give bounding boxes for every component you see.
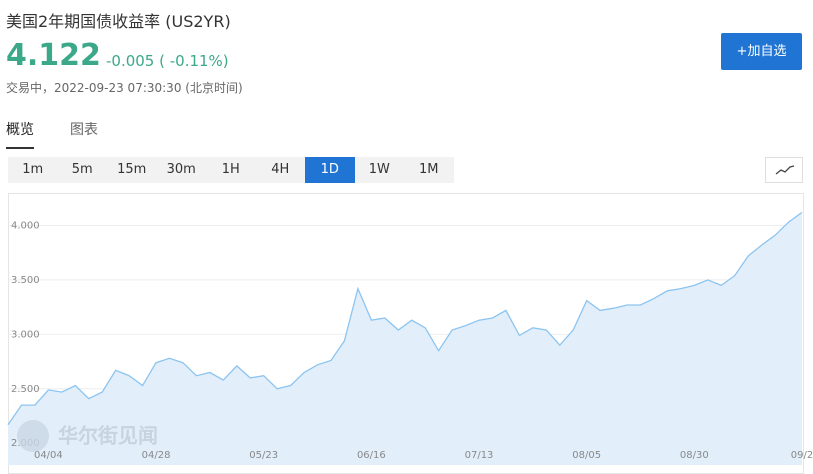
period-button[interactable]: 1m: [22, 162, 44, 177]
icon: [775, 165, 795, 175]
x-tick-label: 09/2: [791, 450, 813, 461]
y-tick-label: 2.500: [11, 384, 40, 395]
watermark-logo: [17, 420, 49, 452]
y-tick-label: 4.000: [11, 220, 40, 231]
x-tick-label: 07/13: [465, 450, 494, 461]
period-button[interactable]: 1W: [368, 162, 390, 177]
period-button[interactable]: 1M: [419, 162, 439, 177]
x-tick-label: 04/04: [34, 450, 63, 461]
price: 4.122: [6, 38, 101, 73]
y-tick-label: 3.000: [11, 329, 40, 340]
chart-type-button[interactable]: [765, 157, 803, 183]
y-tick-label: 3.500: [11, 275, 40, 286]
period-button[interactable]: 1D: [305, 157, 355, 183]
watermark: 华尔街见闻: [58, 424, 158, 448]
status: 交易中，2022-09-23 07:30:30 (北京时间): [6, 81, 243, 95]
x-tick-label: 04/28: [142, 450, 171, 461]
tab[interactable]: 图表: [70, 122, 98, 138]
period-bar: 1m 5m 15m 30m 1H 4H 1D 1W 1M: [8, 157, 454, 183]
line: [7, 211, 803, 426]
period-button[interactable]: 1H: [221, 162, 240, 177]
x-tick-label: 06/16: [357, 450, 386, 461]
period-button[interactable]: 5m: [71, 162, 93, 177]
x-tick-label: 08/05: [572, 450, 601, 461]
x-tick-label: 05/23: [249, 450, 278, 461]
add-watchlist-button[interactable]: +加自选: [721, 33, 802, 70]
period-button[interactable]: 30m: [166, 162, 196, 177]
title: 美国2年期国债收益率 (US2YR): [6, 12, 231, 31]
period-button[interactable]: 15m: [117, 162, 147, 177]
tab[interactable]: 概览: [6, 119, 34, 149]
change: -0.005 ( -0.11%): [106, 52, 229, 70]
period-button[interactable]: 4H: [271, 162, 290, 177]
area: [8, 212, 802, 465]
x-tick-label: 08/30: [680, 450, 709, 461]
